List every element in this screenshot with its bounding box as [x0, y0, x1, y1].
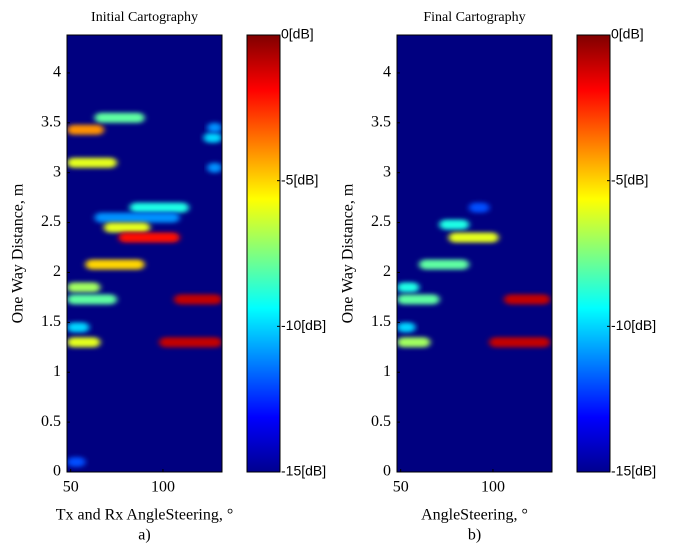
x-axis-label: Tx and Rx AngleSteering, °	[56, 507, 233, 524]
plot-frame	[396, 34, 553, 473]
heat-spot	[397, 294, 440, 305]
spots	[67, 112, 222, 468]
heat-spot	[67, 322, 90, 333]
heat-spot	[159, 337, 222, 348]
colorbar-tick-label: -15[dB]	[281, 463, 326, 479]
y-tick-label: 0.5	[371, 413, 391, 430]
heat-spot	[67, 294, 117, 305]
heat-spot	[397, 322, 416, 333]
heat-spot	[468, 202, 490, 213]
y-tick-label: 2.5	[371, 213, 391, 230]
heat-spot	[504, 294, 551, 305]
colorbar-tick-label: -15[dB]	[611, 463, 656, 479]
colorbar	[246, 34, 281, 473]
caption: b)	[468, 527, 481, 544]
spots	[397, 202, 551, 348]
chart-title: Final Cartography	[423, 10, 525, 25]
heat-spot	[207, 122, 222, 133]
heat-spot	[397, 337, 431, 348]
plot-frame	[66, 34, 223, 473]
x-tick-label: 50	[63, 479, 79, 496]
x-tick-label: 100	[151, 479, 175, 496]
plot-background	[67, 35, 222, 472]
heat-spot	[67, 337, 101, 348]
heat-spot	[174, 294, 222, 305]
heat-spot	[103, 222, 151, 233]
colorbar-tick-label: -5[dB]	[281, 171, 318, 187]
y-tick-label: 1	[383, 363, 391, 380]
y-tick-label: 3	[53, 163, 61, 180]
heat-spot	[67, 157, 117, 168]
caption: a)	[138, 527, 150, 544]
heat-spot	[67, 282, 101, 293]
colorbar-tick-label: -10[dB]	[611, 317, 656, 333]
y-tick-label: 3.5	[371, 113, 391, 130]
heat-spot	[129, 202, 189, 213]
heat-spot	[207, 162, 222, 173]
colorbar-tick-label: -5[dB]	[611, 171, 648, 187]
colorbar	[576, 34, 611, 473]
plot-background	[397, 35, 552, 472]
y-axis-label: One Way Distance, m	[10, 183, 27, 323]
heat-spot	[67, 457, 86, 468]
y-tick-label: 2.5	[41, 213, 61, 230]
y-tick-label: 0	[53, 463, 61, 480]
heat-spot	[439, 219, 469, 230]
heat-spot	[489, 337, 551, 348]
x-axis-label: AngleSteering, °	[421, 507, 528, 524]
heat-spot	[419, 259, 469, 270]
y-tick-label: 1.5	[41, 313, 61, 330]
y-tick-label: 0.5	[41, 413, 61, 430]
y-tick-label: 3.5	[41, 113, 61, 130]
y-tick-label: 1.5	[371, 313, 391, 330]
heat-spot	[118, 232, 180, 243]
heat-spot	[448, 232, 499, 243]
x-tick-label: 50	[393, 479, 409, 496]
colorbar-tick-label: -10[dB]	[281, 317, 326, 333]
y-tick-label: 2	[53, 263, 61, 280]
y-tick-label: 3	[383, 163, 391, 180]
heat-spot	[85, 259, 145, 270]
y-tick-label: 4	[53, 64, 61, 81]
heat-spot	[203, 132, 222, 143]
y-axis-label: One Way Distance, m	[340, 183, 357, 323]
y-tick-label: 1	[53, 363, 61, 380]
x-tick-label: 100	[481, 479, 505, 496]
y-tick-label: 2	[383, 263, 391, 280]
heat-spot	[94, 112, 145, 123]
y-tick-label: 4	[383, 64, 391, 81]
heat-spot	[397, 282, 420, 293]
y-tick-label: 0	[383, 463, 391, 480]
heat-spot	[94, 212, 180, 223]
heat-spot	[67, 124, 104, 135]
chart-title: Initial Cartography	[91, 10, 198, 25]
colorbar-tick-label: 0[dB]	[611, 26, 644, 42]
colorbar-tick-label: 0[dB]	[281, 26, 314, 42]
